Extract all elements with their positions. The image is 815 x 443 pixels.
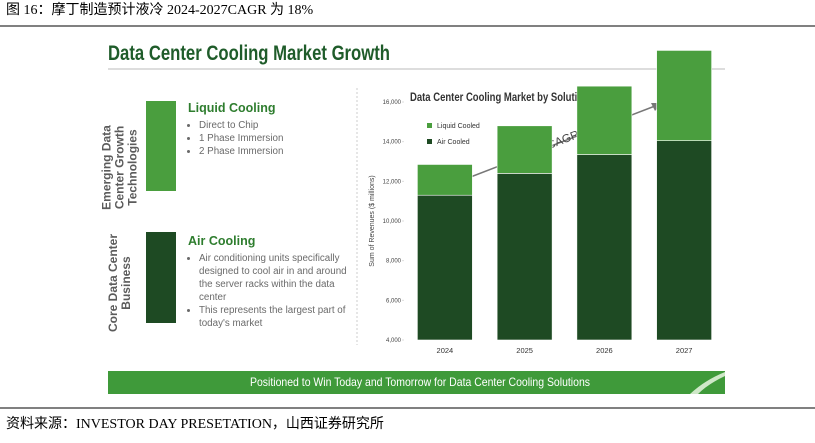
bar [496,173,553,341]
bullet: This represents the largest part of toda… [199,304,357,330]
slide-title: Data Center Cooling Market Growth [108,42,390,65]
panel-heading: Liquid Cooling [188,101,276,115]
side-label: Core Data Center Business [106,233,133,333]
legend-swatch [427,123,432,128]
bullet: 2 Phase Immersion [199,145,357,158]
bullet: Air conditioning units specifically desi… [199,252,357,304]
bar [496,125,553,174]
panel-heading: Air Cooling [188,234,256,248]
bullets: Direct to Chip 1 Phase Immersion 2 Phase… [188,119,357,158]
x-tick-label: 2027 [676,346,693,355]
banner-text: Positioned to Win Today and Tomorrow for… [250,375,590,389]
bar [656,50,712,141]
legend-label: Air Cooled [437,139,470,146]
bar [576,154,633,341]
x-tick-label: 2026 [596,346,613,355]
y-tick-label: 8,000 [386,259,402,265]
y-tick-label: 4,000 [386,338,402,344]
legend-swatch [427,139,432,144]
side-label: Emerging Data Center Growth Technologies [99,125,140,210]
y-tick-label: 12,000 [383,179,402,185]
bar [576,85,633,155]
bar [656,140,712,341]
y-axis-label: Sum of Revenues ($ millions) [369,175,376,266]
chart-title: Data Center Cooling Market by Solution T… [410,92,613,104]
liquid-box [146,101,176,191]
source: 资料来源：INVESTOR DAY PRESETATION，山西证券研究所 [6,416,384,432]
x-tick-label: 2024 [437,346,454,355]
caption: 图 16：摩丁制造预计液冷 2024-2027CAGR 为 18% [6,1,314,18]
y-tick-label: 6,000 [386,298,402,304]
bullet: Direct to Chip [199,119,357,132]
bar [417,194,473,341]
y-tick-label: 10,000 [383,219,402,225]
bullet: 1 Phase Immersion [199,132,357,145]
bar [417,164,473,196]
x-tick-label: 2025 [516,346,533,355]
swoosh [690,372,725,394]
bullets: Air conditioning units specifically desi… [188,252,357,330]
y-tick-label: 16,000 [383,100,402,106]
legend-label: Liquid Cooled [437,123,480,130]
chart: Data Center Cooling Market by Solution T… [369,50,712,355]
air-box [146,232,176,323]
banner [108,371,725,394]
y-tick-label: 14,000 [383,140,402,146]
